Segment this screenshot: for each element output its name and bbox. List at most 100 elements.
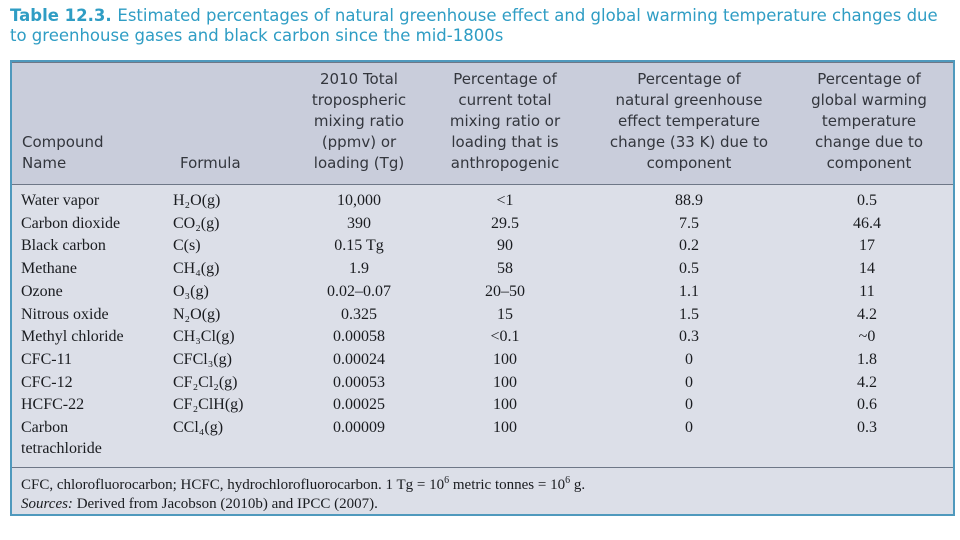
table-row: Black carbon C(s) 0.15 Tg 90 0.2 17 xyxy=(12,235,953,257)
table-row: HCFC-22 CF₂ClH(g) 0.00025 100 0 0.6 xyxy=(12,394,953,416)
cell-global-warming: 46.4 xyxy=(853,214,881,232)
cell-global-warming: 0.3 xyxy=(857,419,877,436)
table-row: Carbon dioxide CO₂(g) 390 29.5 7.5 46.4 xyxy=(12,213,953,235)
cell-mixing-ratio: 0.00053 xyxy=(333,373,385,391)
cell-mixing-ratio: 0.00009 xyxy=(333,419,385,436)
cell-natural-greenhouse: 7.5 xyxy=(679,214,699,232)
cell-global-warming: 17 xyxy=(859,237,875,255)
table-row: Methyl chloride CH₃Cl(g) 0.00058 <0.1 0.3 ~0 xyxy=(12,326,953,348)
header-natural-greenhouse: Percentage of natural greenhouse effect … xyxy=(609,70,769,172)
sources-label: Sources: xyxy=(21,496,73,512)
table-row: Methane CH₄(g) 1.9 58 0.5 14 xyxy=(12,258,953,280)
table: Compound Name Formula 2010 Total troposp… xyxy=(10,60,955,516)
cell-mixing-ratio: 0.00025 xyxy=(333,396,385,414)
table-caption: Table 12.3. Estimated percentages of nat… xyxy=(10,6,950,46)
cell-formula: CH₄(g) xyxy=(173,260,220,278)
cell-anthropogenic: <0.1 xyxy=(490,328,520,346)
cell-natural-greenhouse: 0 xyxy=(685,419,693,436)
cell-formula: CF₂Cl₂(g) xyxy=(173,373,238,391)
cell-mixing-ratio: 1.9 xyxy=(349,260,369,278)
cell-global-warming: 14 xyxy=(859,260,875,278)
caption-label: Table 12.3. xyxy=(10,6,112,25)
cell-natural-greenhouse: 0.3 xyxy=(679,328,699,346)
cell-anthropogenic: <1 xyxy=(496,192,514,209)
footnote-text-2: metric tonnes = 10 xyxy=(449,477,566,493)
header-rule xyxy=(12,184,953,185)
footnote-abbreviations: CFC, chlorofluorocarbon; HCFC, hydrochlo… xyxy=(21,475,585,494)
cell-anthropogenic: 15 xyxy=(497,305,513,323)
cell-mixing-ratio: 0.00058 xyxy=(333,328,385,346)
cell-formula: O₃(g) xyxy=(173,282,209,300)
cell-natural-greenhouse: 0 xyxy=(685,396,693,414)
footnote-sources: Sources: Derived from Jacobson (2010b) a… xyxy=(21,496,378,513)
cell-name: Water vapor xyxy=(21,192,100,209)
cell-natural-greenhouse: 0.2 xyxy=(679,237,699,255)
cell-global-warming: 0.6 xyxy=(857,396,877,414)
cell-global-warming: 1.8 xyxy=(857,350,877,368)
cell-formula: CCl₄(g) xyxy=(173,419,224,436)
footnote-exponent-2: 6 xyxy=(565,475,571,486)
cell-formula: CO₂(g) xyxy=(173,214,220,232)
cell-formula: CFCl₃(g) xyxy=(173,350,232,368)
cell-natural-greenhouse: 0.5 xyxy=(679,260,699,278)
table-row: Nitrous oxide N₂O(g) 0.325 15 1.5 4.2 xyxy=(12,304,953,326)
header-global-warming: Percentage of global warming temperature… xyxy=(811,70,927,172)
cell-anthropogenic: 100 xyxy=(493,350,517,368)
cell-name: Carbon dioxide xyxy=(21,214,121,232)
cell-formula: CH₃Cl(g) xyxy=(173,328,235,346)
cell-mixing-ratio: 0.00024 xyxy=(333,350,385,368)
cell-name: CFC-12 xyxy=(21,373,73,391)
sources-text: Derived from Jacobson (2010b) and IPCC (… xyxy=(76,496,378,512)
cell-mixing-ratio: 390 xyxy=(347,214,371,232)
cell-global-warming: 11 xyxy=(859,282,875,300)
header-anthropogenic: Percentage of current total mixing ratio… xyxy=(449,70,561,172)
footer-rule xyxy=(12,467,953,468)
cell-anthropogenic: 100 xyxy=(493,419,517,436)
cell-name: Nitrous oxide xyxy=(21,305,109,323)
cell-name: CFC-11 xyxy=(21,350,72,368)
cell-global-warming: 4.2 xyxy=(857,305,877,323)
cell-anthropogenic: 58 xyxy=(497,260,513,278)
table-row: CFC-11 CFCl₃(g) 0.00024 100 0 1.8 xyxy=(12,349,953,371)
cell-formula: C(s) xyxy=(173,237,201,255)
cell-name: HCFC-22 xyxy=(21,396,85,414)
cell-name: Methane xyxy=(21,260,77,278)
cell-mixing-ratio: 0.15 Tg xyxy=(334,237,384,255)
footnote-text-3: g. xyxy=(570,477,586,493)
table-row: Water vapor H₂O(g) 10,000 <1 88.9 0.5 xyxy=(12,190,953,212)
table-row: CFC-12 CF₂Cl₂(g) 0.00053 100 0 4.2 xyxy=(12,372,953,394)
cell-anthropogenic: 29.5 xyxy=(491,214,519,232)
cell-anthropogenic: 90 xyxy=(497,237,513,255)
cell-mixing-ratio: 10,000 xyxy=(337,192,381,209)
cell-anthropogenic: 100 xyxy=(493,373,517,391)
cell-formula: N₂O(g) xyxy=(173,305,221,323)
cell-formula: CF₂ClH(g) xyxy=(173,396,244,414)
cell-global-warming: 0.5 xyxy=(857,192,877,209)
cell-name: Carbon xyxy=(21,419,69,436)
cell-anthropogenic: 100 xyxy=(493,396,517,414)
cell-natural-greenhouse: 1.1 xyxy=(679,282,699,300)
cell-name: Black carbon xyxy=(21,237,106,255)
cell-name: Methyl chloride xyxy=(21,328,124,346)
header-formula: Formula xyxy=(180,154,241,172)
top-rule xyxy=(12,62,953,63)
table-header: Compound Name Formula 2010 Total troposp… xyxy=(12,62,953,184)
table-row: Ozone O₃(g) 0.02–0.07 20–50 1.1 11 xyxy=(12,281,953,303)
cell-name: Ozone xyxy=(21,282,63,300)
footnote-exponent-1: 6 xyxy=(444,475,450,486)
footnote-text-1: CFC, chlorofluorocarbon; HCFC, hydrochlo… xyxy=(21,477,445,493)
cell-global-warming: 4.2 xyxy=(857,373,877,391)
cell-natural-greenhouse: 0 xyxy=(685,350,693,368)
cell-global-warming: ~0 xyxy=(858,328,876,346)
cell-natural-greenhouse: 1.5 xyxy=(679,305,699,323)
row-name-continuation: tetrachloride xyxy=(21,440,102,457)
cell-natural-greenhouse: 88.9 xyxy=(675,192,703,209)
cell-mixing-ratio: 0.02–0.07 xyxy=(327,282,391,300)
table-row: Carbon CCl₄(g) 0.00009 100 0 0.3 xyxy=(12,417,953,439)
cell-formula: H₂O(g) xyxy=(173,192,221,209)
caption-text: Estimated percentages of natural greenho… xyxy=(10,6,938,45)
header-compound-name: Compound Name xyxy=(22,133,104,172)
cell-anthropogenic: 20–50 xyxy=(485,282,525,300)
cell-mixing-ratio: 0.325 xyxy=(341,305,377,323)
cell-natural-greenhouse: 0 xyxy=(685,373,693,391)
